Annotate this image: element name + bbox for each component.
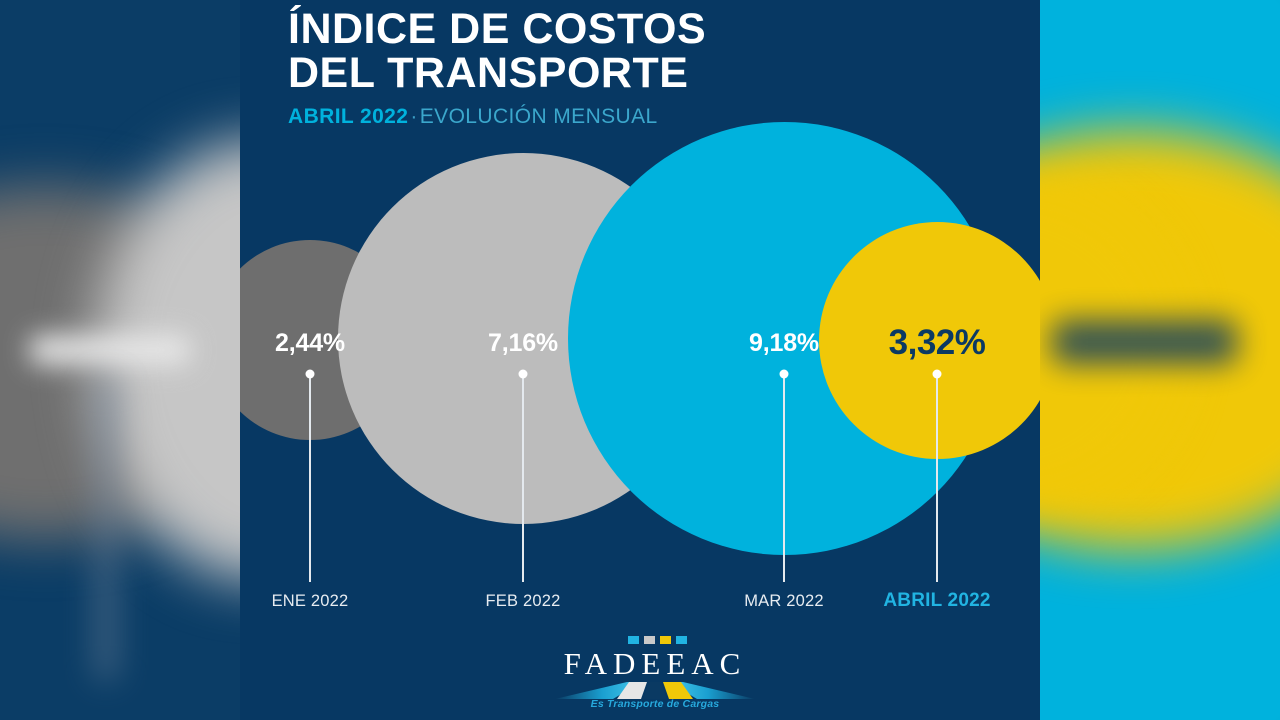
bubble-connector-line [783, 374, 785, 582]
background-blur-right [1032, 0, 1280, 720]
logo-wordmark: FADEEAC [563, 646, 747, 681]
bubble-connector-dot [518, 369, 528, 379]
bubble-connector-line [309, 374, 311, 582]
logo-road-icon [555, 682, 755, 699]
axis-label-abril-2022: ABRIL 2022 [883, 590, 991, 611]
page-subtitle: ABRIL 2022·EVOLUCIÓN MENSUAL [288, 105, 1008, 129]
bubble-connector-line [936, 374, 938, 582]
bubble-value-label: 9,18% [749, 329, 819, 357]
logo-squares [628, 636, 687, 644]
bubble-value-label: 3,32% [888, 323, 986, 362]
logo-tagline: Es Transporte de Cargas [590, 698, 720, 710]
bubble-connector-dot [305, 369, 315, 379]
subtitle-description: EVOLUCIÓN MENSUAL [419, 104, 658, 128]
page-title-line-1: ÍNDICE DE COSTOS [288, 5, 707, 53]
background-blur-left [0, 0, 252, 720]
title-block: ÍNDICE DE COSTOS DEL TRANSPORTE ABRIL 20… [288, 5, 1008, 129]
fadeeac-logo: FADEEAC Es Transporte de Cargas [545, 636, 765, 712]
logo-square-4 [676, 636, 687, 644]
logo-square-2 [644, 636, 655, 644]
background-blur-shape [1052, 320, 1237, 364]
background-blur-shape [95, 380, 117, 680]
bubble-value-label: 7,16% [488, 329, 558, 357]
bubble-connector-line [522, 374, 524, 582]
background-blur-shape [30, 335, 190, 365]
infographic-card: ÍNDICE DE COSTOS DEL TRANSPORTE ABRIL 20… [240, 0, 1040, 720]
subtitle-period: ABRIL 2022 [288, 104, 409, 128]
axis-label-ene-2022: ENE 2022 [271, 592, 349, 610]
bubble-4 [818, 221, 1040, 459]
axis-label-mar-2022: MAR 2022 [744, 592, 824, 610]
page-title-line-2: DEL TRANSPORTE [288, 48, 689, 97]
axis-label-feb-2022: FEB 2022 [485, 592, 561, 610]
bubble-connector-dot [932, 369, 942, 379]
bubble-connector-dot [779, 369, 789, 379]
logo-square-1 [628, 636, 639, 644]
bubble-value-label: 2,44% [275, 329, 345, 357]
subtitle-separator: · [410, 104, 418, 128]
logo-square-3 [660, 636, 671, 644]
